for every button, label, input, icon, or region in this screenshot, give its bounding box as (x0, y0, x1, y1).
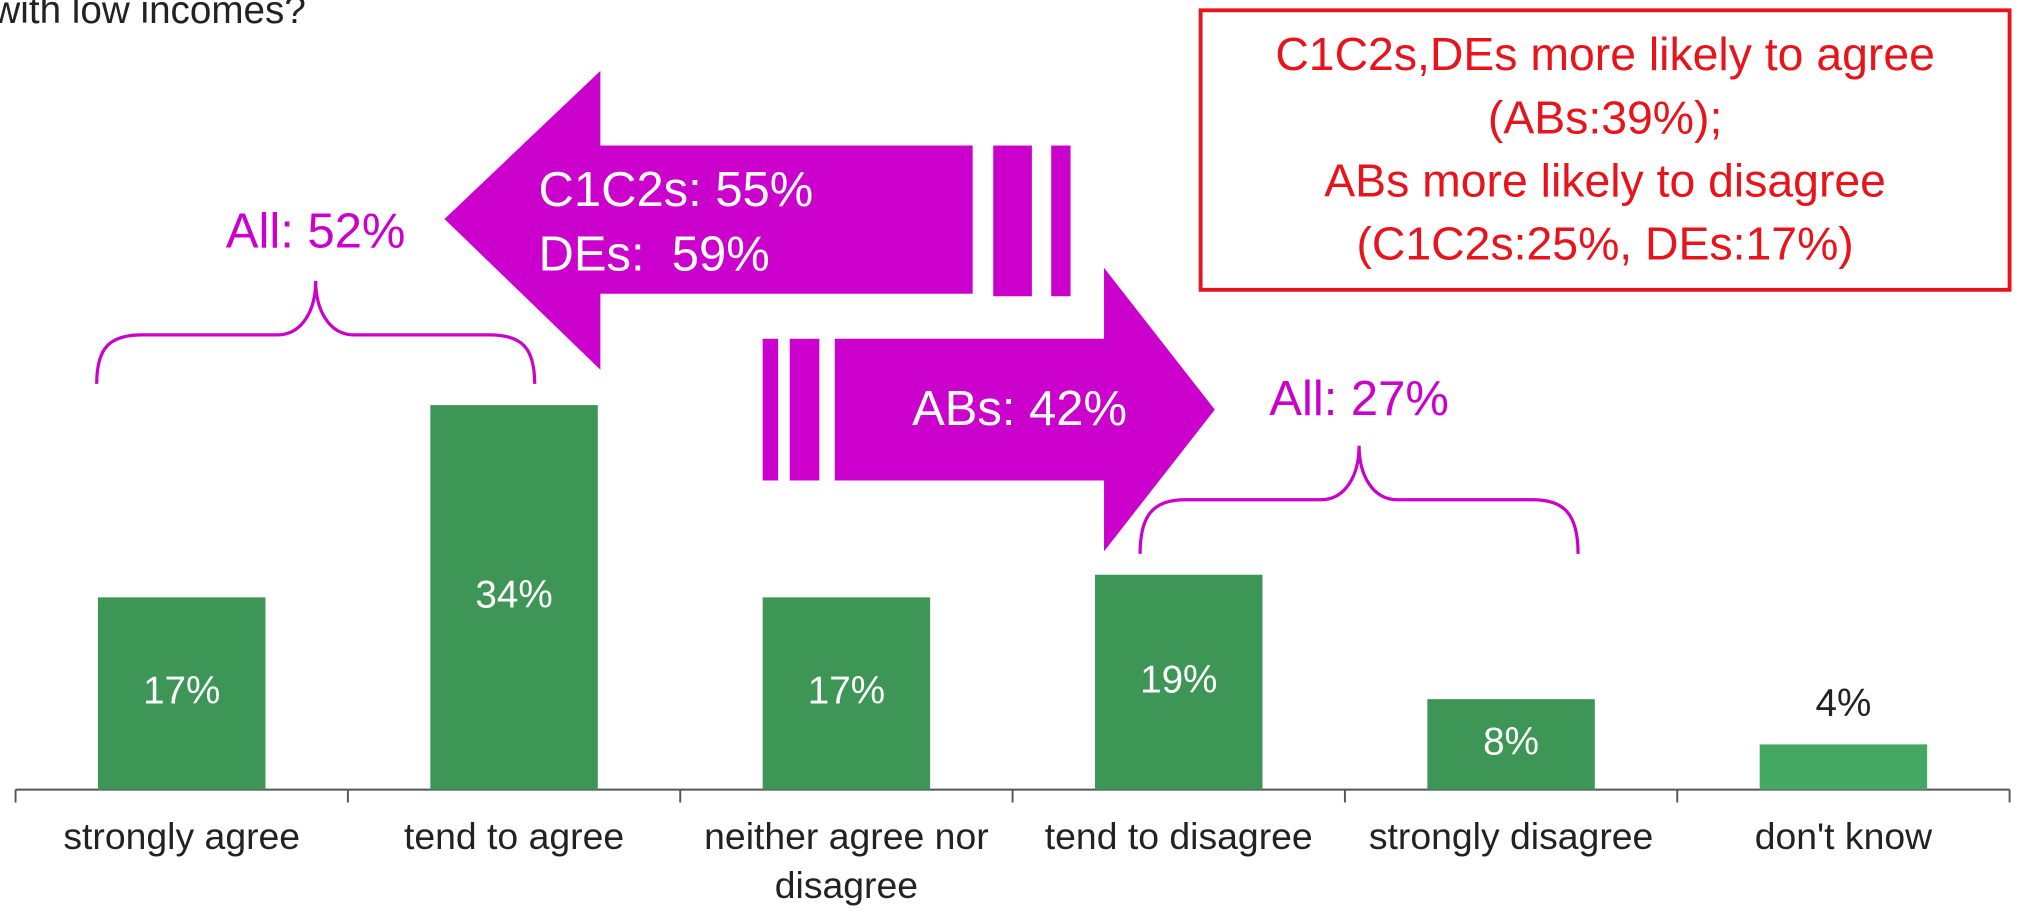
note-line: (ABs:39%); (1488, 91, 1722, 143)
x-tick-label: tend to agree (403, 816, 625, 858)
bar (430, 405, 598, 790)
value-label: 17% (143, 670, 220, 713)
x-label-box: neither agree nor disagree (704, 816, 989, 907)
arrow-label: ABs: 42% (912, 382, 1127, 436)
x-label-box: strongly agree (63, 816, 301, 858)
x-tick-label: strongly agree (63, 816, 301, 858)
x-label-box: don't know (1754, 816, 1933, 858)
brace-label: All: 27% (1269, 372, 1449, 426)
brace-label: All: 52% (226, 204, 406, 258)
arrow-label: C1C2s: 55% (539, 163, 814, 217)
arrow-stripe (762, 338, 779, 481)
chart-title: with low incomes? (0, 0, 306, 32)
note-line: ABs more likely to disagree (1324, 154, 1886, 206)
disagree-arrow (834, 267, 1215, 552)
brace (95, 280, 537, 384)
arrow-stripe (1051, 145, 1071, 297)
note: C1C2s,DEs more likely to agree (ABs:39%);… (1275, 28, 1935, 269)
x-tick-label: strongly disagree (1368, 816, 1654, 858)
agree-arrow (444, 70, 973, 370)
bar (1427, 699, 1595, 790)
value-label: 4% (1816, 682, 1872, 725)
bar (1095, 574, 1263, 790)
arrow-stripe (789, 338, 820, 481)
bar (762, 597, 931, 790)
value-label: 8% (1483, 721, 1539, 764)
value-label: 34% (475, 574, 552, 617)
x-tick-label: tend to disagree (1044, 816, 1313, 858)
brace (1138, 445, 1580, 554)
x-label-box: tend to agree (403, 816, 625, 858)
x-tick-label: don't know (1754, 816, 1933, 858)
arrow-label: DEs: 59% (539, 228, 770, 282)
bar (1759, 744, 1928, 790)
note-box (1198, 8, 2012, 292)
x-label-box: strongly disagree (1368, 816, 1654, 858)
x-tick-label: neither agree nor disagree (704, 816, 989, 907)
bar (98, 597, 266, 790)
note-line: C1C2s,DEs more likely to agree (1275, 28, 1935, 80)
value-label: 19% (1140, 658, 1217, 701)
x-label-box: tend to disagree (1044, 816, 1313, 858)
arrow-stripe (993, 145, 1032, 297)
value-label: 17% (808, 670, 885, 713)
note-line: (C1C2s:25%, DEs:17%) (1356, 218, 1853, 270)
